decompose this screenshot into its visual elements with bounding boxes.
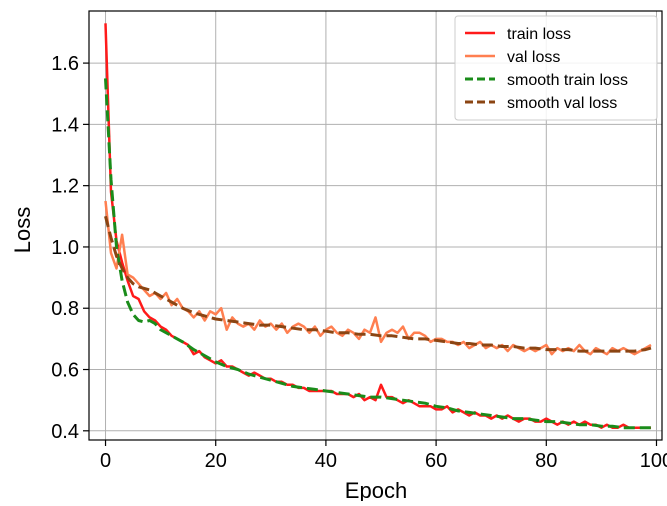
y-tick-label: 1.0 [51,237,79,259]
legend-label: val loss [507,49,560,66]
val-loss-line [104,200,652,356]
legend-label: train loss [507,26,571,43]
x-tick-label: 40 [315,450,337,472]
x-tick-label: 0 [100,450,111,472]
y-tick-label: 1.4 [51,114,79,136]
x-tick-label: 80 [535,450,557,472]
series-group [104,23,652,430]
y-tick-label: 1.6 [51,53,79,75]
legend: train loss val loss smooth train loss smoot… [454,15,658,121]
y-tick-label: 1.2 [51,176,79,198]
legend-label: smooth train loss [507,72,628,89]
y-tick-label: 0.6 [51,360,79,382]
axis-ticks: 0 20 40 60 80 100 0.4 0.6 0.8 1.0 1.2 1.4 1.6 [51,53,667,472]
x-axis-label: Epoch [345,478,407,501]
legend-box [454,15,658,121]
plot-border [88,10,663,441]
smooth-train-loss-line [104,78,651,430]
y-tick-label: 0.8 [51,298,79,320]
legend-label: smooth val loss [507,95,617,112]
x-tick-label: 20 [205,450,227,472]
y-axis-label: Loss [10,207,35,253]
smooth-val-loss-line [104,215,652,353]
x-tick-label: 60 [425,450,447,472]
plot-frame [88,10,663,441]
y-tick-label: 0.4 [51,421,79,443]
x-tick-label: 100 [640,450,667,472]
